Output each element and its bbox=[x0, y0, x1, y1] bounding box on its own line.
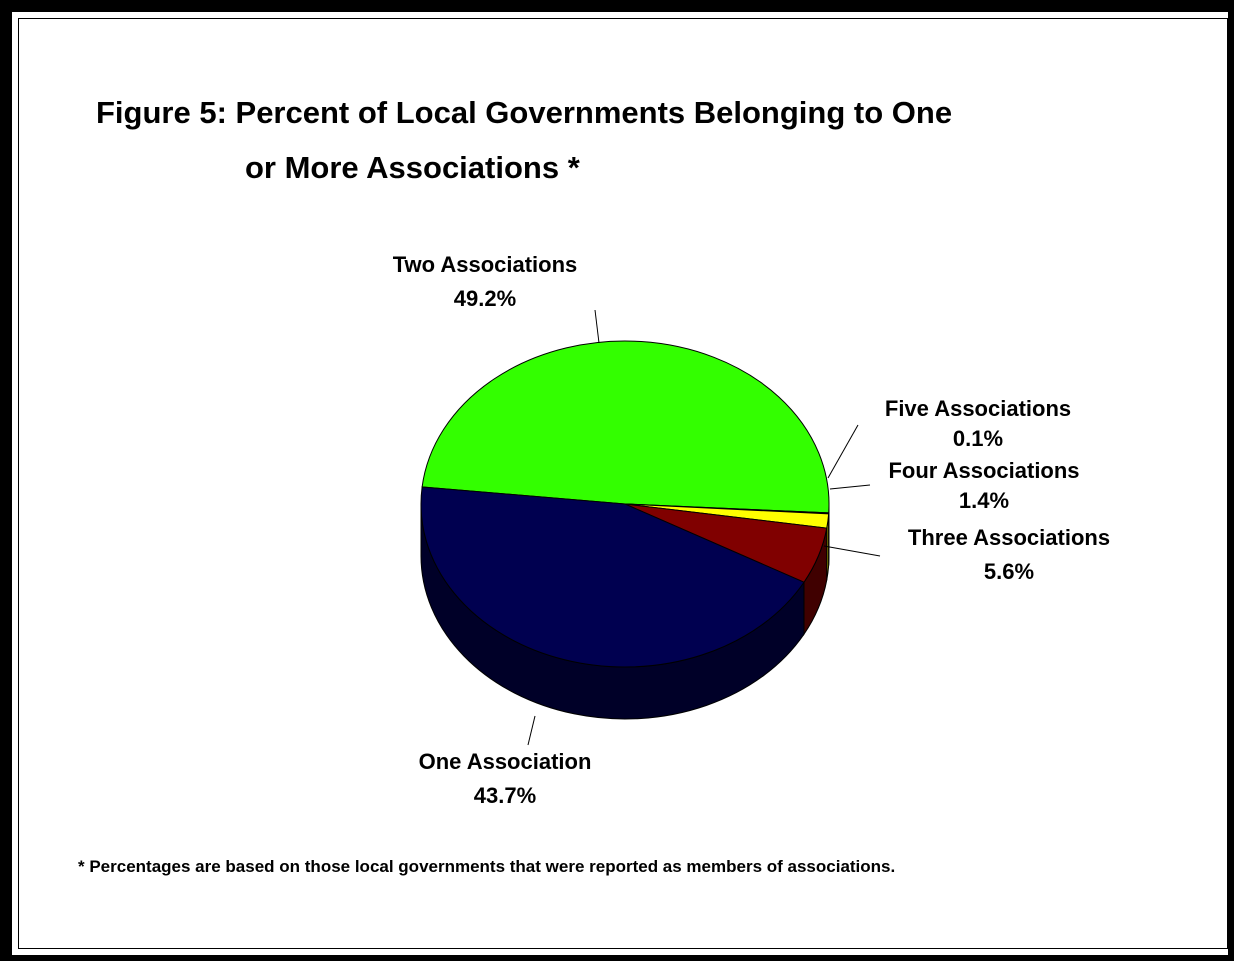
label-one-association: One Association bbox=[419, 749, 592, 774]
label-two-associations: Two Associations bbox=[393, 252, 578, 277]
slice-labels: Two Associations 49.2% Five Associations 0.… bbox=[393, 252, 1110, 808]
value-one-association: 43.7% bbox=[474, 783, 536, 808]
pie-sides bbox=[420, 503, 830, 720]
chart-title-line2: or More Associations * bbox=[245, 150, 580, 185]
chart-inner-border bbox=[18, 18, 1228, 949]
value-five-associations: 0.1% bbox=[953, 426, 1003, 451]
leader-five-associations bbox=[827, 424, 859, 479]
slice-one-association bbox=[420, 486, 805, 668]
value-two-associations: 49.2% bbox=[454, 286, 516, 311]
label-five-associations: Five Associations bbox=[885, 396, 1071, 421]
chart-title-line1: Figure 5: Percent of Local Governments B… bbox=[96, 95, 953, 130]
value-three-associations: 5.6% bbox=[984, 559, 1034, 584]
leader-lines bbox=[527, 309, 881, 746]
leader-one-association bbox=[527, 715, 536, 746]
leader-two-associations bbox=[594, 309, 600, 344]
label-three-associations: Three Associations bbox=[908, 525, 1110, 550]
slice-two-associations bbox=[421, 340, 830, 514]
label-four-associations: Four Associations bbox=[888, 458, 1079, 483]
leader-three-associations bbox=[823, 545, 881, 557]
value-four-associations: 1.4% bbox=[959, 488, 1009, 513]
pie-tops bbox=[420, 340, 830, 668]
leader-four-associations bbox=[829, 484, 871, 490]
footnote: * Percentages are based on those local g… bbox=[78, 857, 896, 876]
